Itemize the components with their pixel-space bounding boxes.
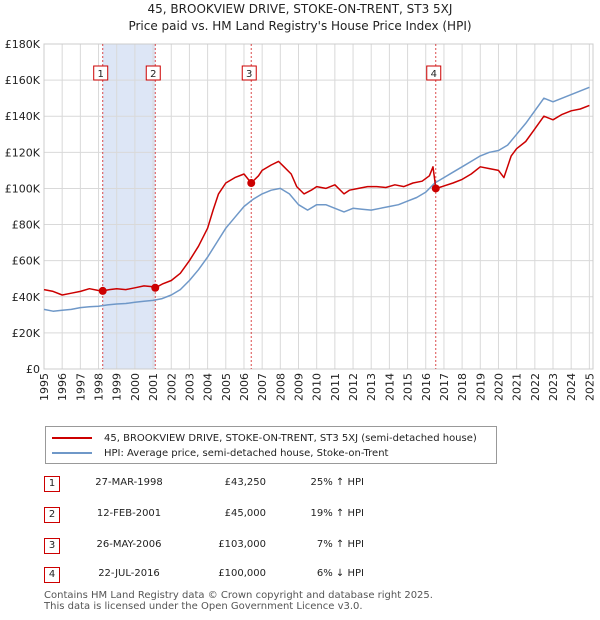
transaction-row: 4 22-JUL-2016 £100,000 6% ↓ HPI [44,567,464,583]
x-tick-label: 2003 [183,373,196,401]
transaction-number: 3 [44,538,60,554]
legend-item-property: 45, BROOKVIEW DRIVE, STOKE-ON-TRENT, ST3… [52,431,477,445]
hpi-line [43,86,590,312]
sale-badge-box [93,65,109,81]
y-tick-label: £120K [5,146,41,159]
sale-badge-box [145,65,161,81]
x-tick-label: 2019 [474,373,487,401]
chart-title: 45, BROOKVIEW DRIVE, STOKE-ON-TRENT, ST3… [147,2,453,16]
transaction-date: 12-FEB-2001 [96,508,162,519]
y-tick-label: £40K [12,291,41,304]
transaction-price: £43,250 [224,477,266,488]
y-tick-label: £0 [26,363,40,376]
x-tick-label: 2006 [238,373,251,401]
y-tick-label: £180K [5,38,41,51]
x-tick-label: 1996 [56,373,69,401]
x-tick-label: 2022 [529,373,542,401]
transaction-number: 2 [44,507,60,523]
x-tick-label: 2011 [329,373,342,401]
sale-marker-dot [431,184,440,193]
footer-licence: This data is licensed under the Open Gov… [44,601,363,612]
y-tick-label: £160K [5,74,41,87]
x-tick-label: 2009 [293,373,306,401]
sale-badge-label: 1 [98,69,104,80]
x-tick-label: 1995 [38,373,51,401]
x-tick-label: 2020 [492,373,505,401]
transaction-price: £100,000 [218,568,266,579]
legend-swatch-property [52,437,92,439]
x-tick-label: 2014 [383,373,396,401]
x-tick-label: 2017 [438,373,451,401]
ownership-bands [102,44,156,369]
x-tick-label: 2021 [511,373,524,401]
sale-marker-dot [98,286,107,295]
x-tick-label: 2012 [347,373,360,401]
x-tick-label: 2023 [547,373,560,401]
transaction-price: £103,000 [218,539,266,550]
x-tick-label: 2001 [147,373,160,401]
legend: 45, BROOKVIEW DRIVE, STOKE-ON-TRENT, ST3… [45,426,497,464]
transaction-price: £45,000 [224,508,266,519]
x-tick-label: 2000 [129,373,142,401]
transaction-row: 3 26-MAY-2006 £103,000 7% ↑ HPI [44,538,464,554]
sale-badge-label: 2 [150,69,156,80]
transaction-date: 27-MAR-1998 [95,477,163,488]
transaction-number: 4 [44,567,60,583]
x-tick-label: 2013 [365,373,378,401]
sale-badges: 1 2 3 4 [93,65,442,81]
transaction-date: 22-JUL-2016 [98,568,160,579]
legend-swatch-hpi [52,452,92,454]
grid-lines [43,43,594,370]
y-tick-label: £60K [12,255,41,268]
x-tick-label: 2005 [220,373,233,401]
transaction-hpi: 25% ↑ HPI [310,477,364,488]
footer-copyright: Contains HM Land Registry data © Crown c… [44,590,433,601]
transaction-row: 2 12-FEB-2001 £45,000 19% ↑ HPI [44,507,464,523]
y-tick-label: £80K [12,219,41,232]
x-axis-ticks: 1995 1996 1997 1998 1999 2000 2001 2002 2003 2004… [38,373,596,401]
transaction-hpi: 7% ↑ HPI [316,539,364,550]
plot-border [43,43,594,370]
transaction-row: 1 27-MAR-1998 £43,250 25% ↑ HPI [44,476,464,492]
x-tick-label: 2002 [165,373,178,401]
y-tick-label: £20K [12,327,41,340]
x-tick-label: 1998 [93,373,106,401]
legend-item-hpi: HPI: Average price, semi-detached house,… [52,446,388,460]
x-tick-label: 2024 [565,373,578,401]
sale-badge-label: 4 [431,69,437,80]
sale-badge-label: 3 [246,69,252,80]
y-axis-ticks: £0 £20K £40K £60K £80K £100K £120K £140K £160K £1… [5,38,41,376]
x-tick-label: 2008 [274,373,287,401]
ownership-band [102,44,156,369]
transaction-hpi: 6% ↓ HPI [316,568,364,579]
transaction-hpi: 19% ↑ HPI [310,508,364,519]
sale-marker-dot [151,283,160,292]
transaction-number: 1 [44,476,60,492]
y-tick-label: £140K [5,110,41,123]
legend-label-hpi: HPI: Average price, semi-detached house,… [104,447,389,459]
x-tick-label: 2015 [402,373,415,401]
sale-badge-box [241,65,257,81]
sale-badge-box [426,65,442,81]
x-tick-label: 2025 [583,373,596,401]
sale-marker-dot [247,179,256,188]
chart-subtitle: Price paid vs. HM Land Registry's House … [128,19,472,33]
sale-markers [98,179,440,295]
x-tick-label: 2004 [202,373,215,401]
x-tick-label: 2010 [311,373,324,401]
property-price-line [43,104,590,296]
legend-label-property: 45, BROOKVIEW DRIVE, STOKE-ON-TRENT, ST3… [104,432,477,444]
price-chart: 1 2 3 4 £0 £20K £40K £60K £80K £100K £120K £140K £1… [5,38,597,401]
x-tick-label: 2018 [456,373,469,401]
x-tick-label: 2016 [420,373,433,401]
x-tick-label: 1997 [74,373,87,401]
series-lines [43,86,590,312]
x-tick-label: 2007 [256,373,269,401]
y-tick-label: £100K [5,182,41,195]
transaction-date: 26-MAY-2006 [96,539,162,550]
x-tick-label: 1999 [111,373,124,401]
